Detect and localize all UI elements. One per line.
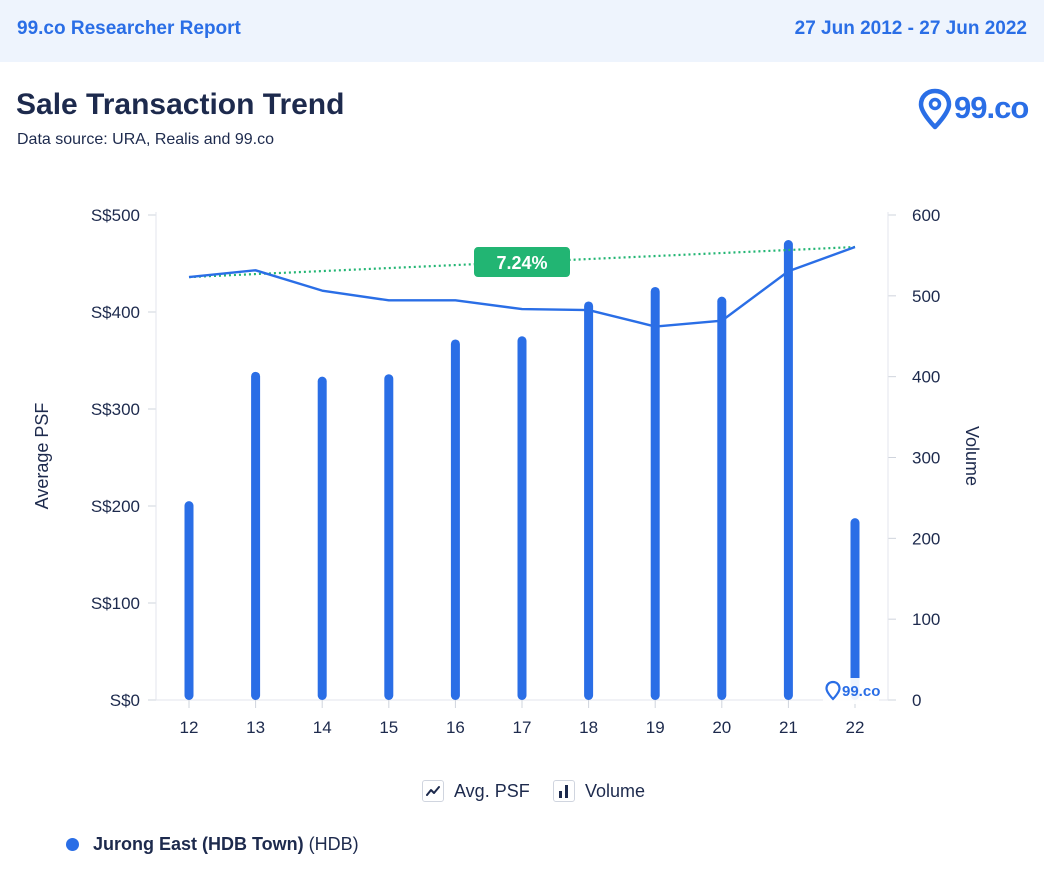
volume-bar[interactable] (317, 376, 327, 700)
chart-legend: Avg. PSF Volume (0, 780, 1044, 810)
avg-psf-point[interactable] (519, 306, 525, 312)
volume-bar[interactable] (584, 301, 594, 700)
location-dot-icon (66, 838, 79, 851)
avg-psf-point[interactable] (586, 307, 592, 313)
right-tick-label: 100 (912, 610, 940, 629)
avg-psf-point[interactable] (785, 268, 791, 274)
psf-line-group (186, 244, 858, 330)
legend-label-avg-psf: Avg. PSF (454, 780, 530, 801)
left-axis-ticks: S$0 S$100 S$200 S$300 S$400 S$500 (91, 206, 156, 710)
x-axis-ticks: 12 13 14 15 16 17 18 19 20 21 22 (180, 700, 865, 737)
right-tick-label: 0 (912, 691, 921, 710)
legend-label-volume: Volume (585, 780, 646, 801)
avg-psf-point[interactable] (186, 274, 192, 280)
volume-bar[interactable] (850, 518, 860, 700)
right-tick-label: 200 (912, 529, 940, 548)
report-date-range: 27 Jun 2012 - 27 Jun 2022 (794, 18, 1027, 39)
brand-logo: 99.co (918, 88, 1030, 130)
map-pin-icon (918, 88, 952, 130)
watermark-logo: 99.co (823, 678, 880, 704)
bar-chart-icon (553, 780, 575, 802)
y-axis-label: Average PSF (32, 403, 52, 510)
report-brand: 99.co Researcher Report (17, 18, 241, 39)
x-tick-label: 20 (712, 718, 731, 737)
volume-bar[interactable] (717, 296, 727, 700)
right-tick-label: 300 (912, 449, 940, 468)
trend-badge-label: 7.24% (496, 253, 547, 273)
volume-bar[interactable] (251, 371, 261, 700)
left-tick-label: S$300 (91, 400, 140, 419)
right-axis-ticks: 0 100 200 300 400 500 600 (888, 206, 940, 710)
volume-bar[interactable] (783, 240, 793, 700)
chart-title: Sale Transaction Trend (16, 88, 345, 121)
trend-line-group: 7.24% (188, 245, 856, 279)
volume-bar[interactable] (184, 501, 194, 700)
x-tick-label: 19 (646, 718, 665, 737)
avg-psf-point[interactable] (253, 267, 259, 273)
avg-psf-point[interactable] (386, 297, 392, 303)
right-tick-label: 600 (912, 206, 940, 225)
right-tick-label: 400 (912, 368, 940, 387)
x-tick-label: 22 (846, 718, 865, 737)
trend-badge (474, 247, 570, 278)
left-tick-label: S$400 (91, 303, 140, 322)
right-tick-label: 500 (912, 287, 940, 306)
location-name: Jurong East (HDB Town) (93, 834, 304, 854)
volume-bars (184, 240, 860, 700)
watermark-text: 99.co (842, 683, 880, 700)
trend-line (188, 245, 856, 279)
volume-bar[interactable] (450, 339, 460, 700)
avg-psf-point[interactable] (719, 318, 725, 324)
left-tick-label: S$200 (91, 497, 140, 516)
x-tick-label: 12 (180, 718, 199, 737)
volume-bar[interactable] (384, 374, 394, 700)
x-tick-label: 17 (513, 718, 532, 737)
line-chart-icon (422, 780, 444, 802)
x-tick-label: 16 (446, 718, 465, 737)
report-header: 99.co Researcher Report 27 Jun 2012 - 27… (0, 0, 1044, 62)
legend-item-volume[interactable]: Volume (553, 780, 645, 802)
avg-psf-point[interactable] (652, 324, 658, 330)
avg-psf-point[interactable] (852, 244, 858, 250)
x-tick-label: 21 (779, 718, 798, 737)
location-label: Jurong East (HDB Town) (HDB) (66, 834, 359, 855)
left-tick-label: S$500 (91, 206, 140, 225)
volume-bar[interactable] (517, 336, 527, 700)
legend-item-avg-psf[interactable]: Avg. PSF (422, 780, 530, 802)
x-tick-label: 13 (246, 718, 265, 737)
avg-psf-point[interactable] (319, 288, 325, 294)
x-tick-label: 18 (579, 718, 598, 737)
avg-psf-point[interactable] (452, 297, 458, 303)
brand-logo-text: 99.co (954, 90, 1029, 125)
chart-subtitle: Data source: URA, Realis and 99.co (17, 131, 275, 148)
left-tick-label: S$100 (91, 594, 140, 613)
x-tick-label: 14 (313, 718, 332, 737)
location-type: (HDB) (308, 834, 359, 854)
avg-psf-line[interactable] (188, 245, 856, 328)
y2-axis-label: Volume (962, 426, 982, 486)
x-tick-label: 15 (379, 718, 398, 737)
watermark-pin-icon (825, 680, 841, 701)
volume-bar[interactable] (650, 286, 660, 700)
left-tick-label: S$0 (110, 691, 140, 710)
sale-transaction-chart: S$0 S$100 S$200 S$300 S$400 S$500 0 100 200 300 4… (32, 206, 982, 737)
